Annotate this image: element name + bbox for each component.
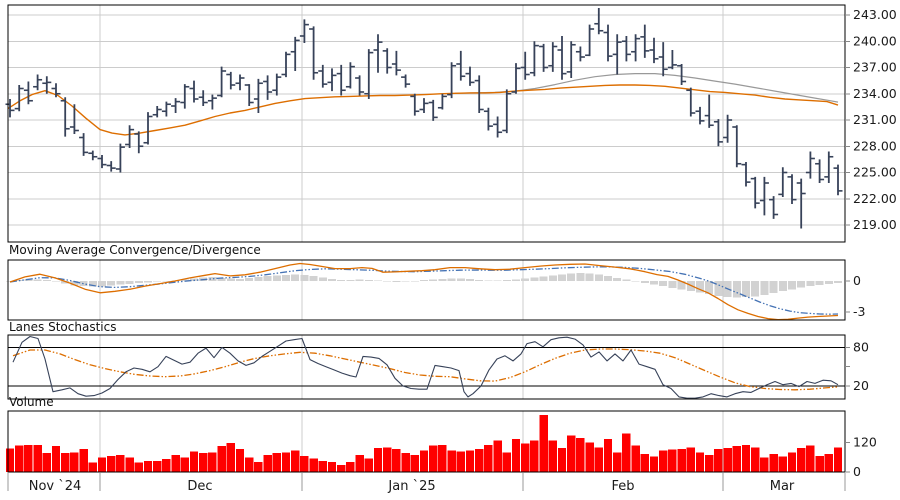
ohlc-bars — [5, 8, 843, 229]
svg-text:219.00: 219.00 — [853, 217, 897, 232]
pane-borders — [7, 4, 846, 473]
x-axis-labels: Nov `24 Dec Jan `25 Feb Mar — [7, 473, 846, 494]
svg-text:240.00: 240.00 — [853, 33, 897, 48]
svg-text:Nov `24: Nov `24 — [29, 479, 82, 494]
svg-text:0: 0 — [853, 464, 861, 479]
svg-text:Jan `25: Jan `25 — [387, 479, 435, 494]
svg-text:-3: -3 — [853, 304, 865, 319]
svg-text:234.00: 234.00 — [853, 86, 897, 101]
y-axis-labels: 243.00 240.00 237.00 234.00 231.00 228.00 225.… — [845, 7, 897, 479]
macd-histogram — [6, 273, 842, 298]
svg-text:231.00: 231.00 — [853, 112, 897, 127]
svg-text:Dec: Dec — [187, 479, 212, 494]
svg-text:222.00: 222.00 — [853, 191, 897, 206]
stochastic-lines — [12, 335, 839, 399]
volume-bars — [5, 414, 843, 472]
svg-text:20: 20 — [853, 378, 869, 393]
svg-text:Feb: Feb — [611, 479, 634, 494]
svg-text:Mar: Mar — [770, 479, 795, 494]
stochastics-pane-title: Lanes Stochastics — [9, 320, 117, 334]
macd-pane-title: Moving Average Convergence/Divergence — [9, 243, 261, 257]
svg-text:0: 0 — [853, 273, 861, 288]
macd-lines — [9, 262, 839, 321]
svg-text:120: 120 — [853, 435, 877, 450]
svg-text:243.00: 243.00 — [853, 7, 897, 22]
gridlines — [8, 5, 845, 472]
svg-text:228.00: 228.00 — [853, 138, 897, 153]
svg-text:80: 80 — [853, 340, 869, 355]
svg-text:225.00: 225.00 — [853, 165, 897, 180]
price-moving-averages — [7, 72, 839, 136]
svg-text:237.00: 237.00 — [853, 60, 897, 75]
stoch-threshold-lines — [8, 346, 845, 387]
